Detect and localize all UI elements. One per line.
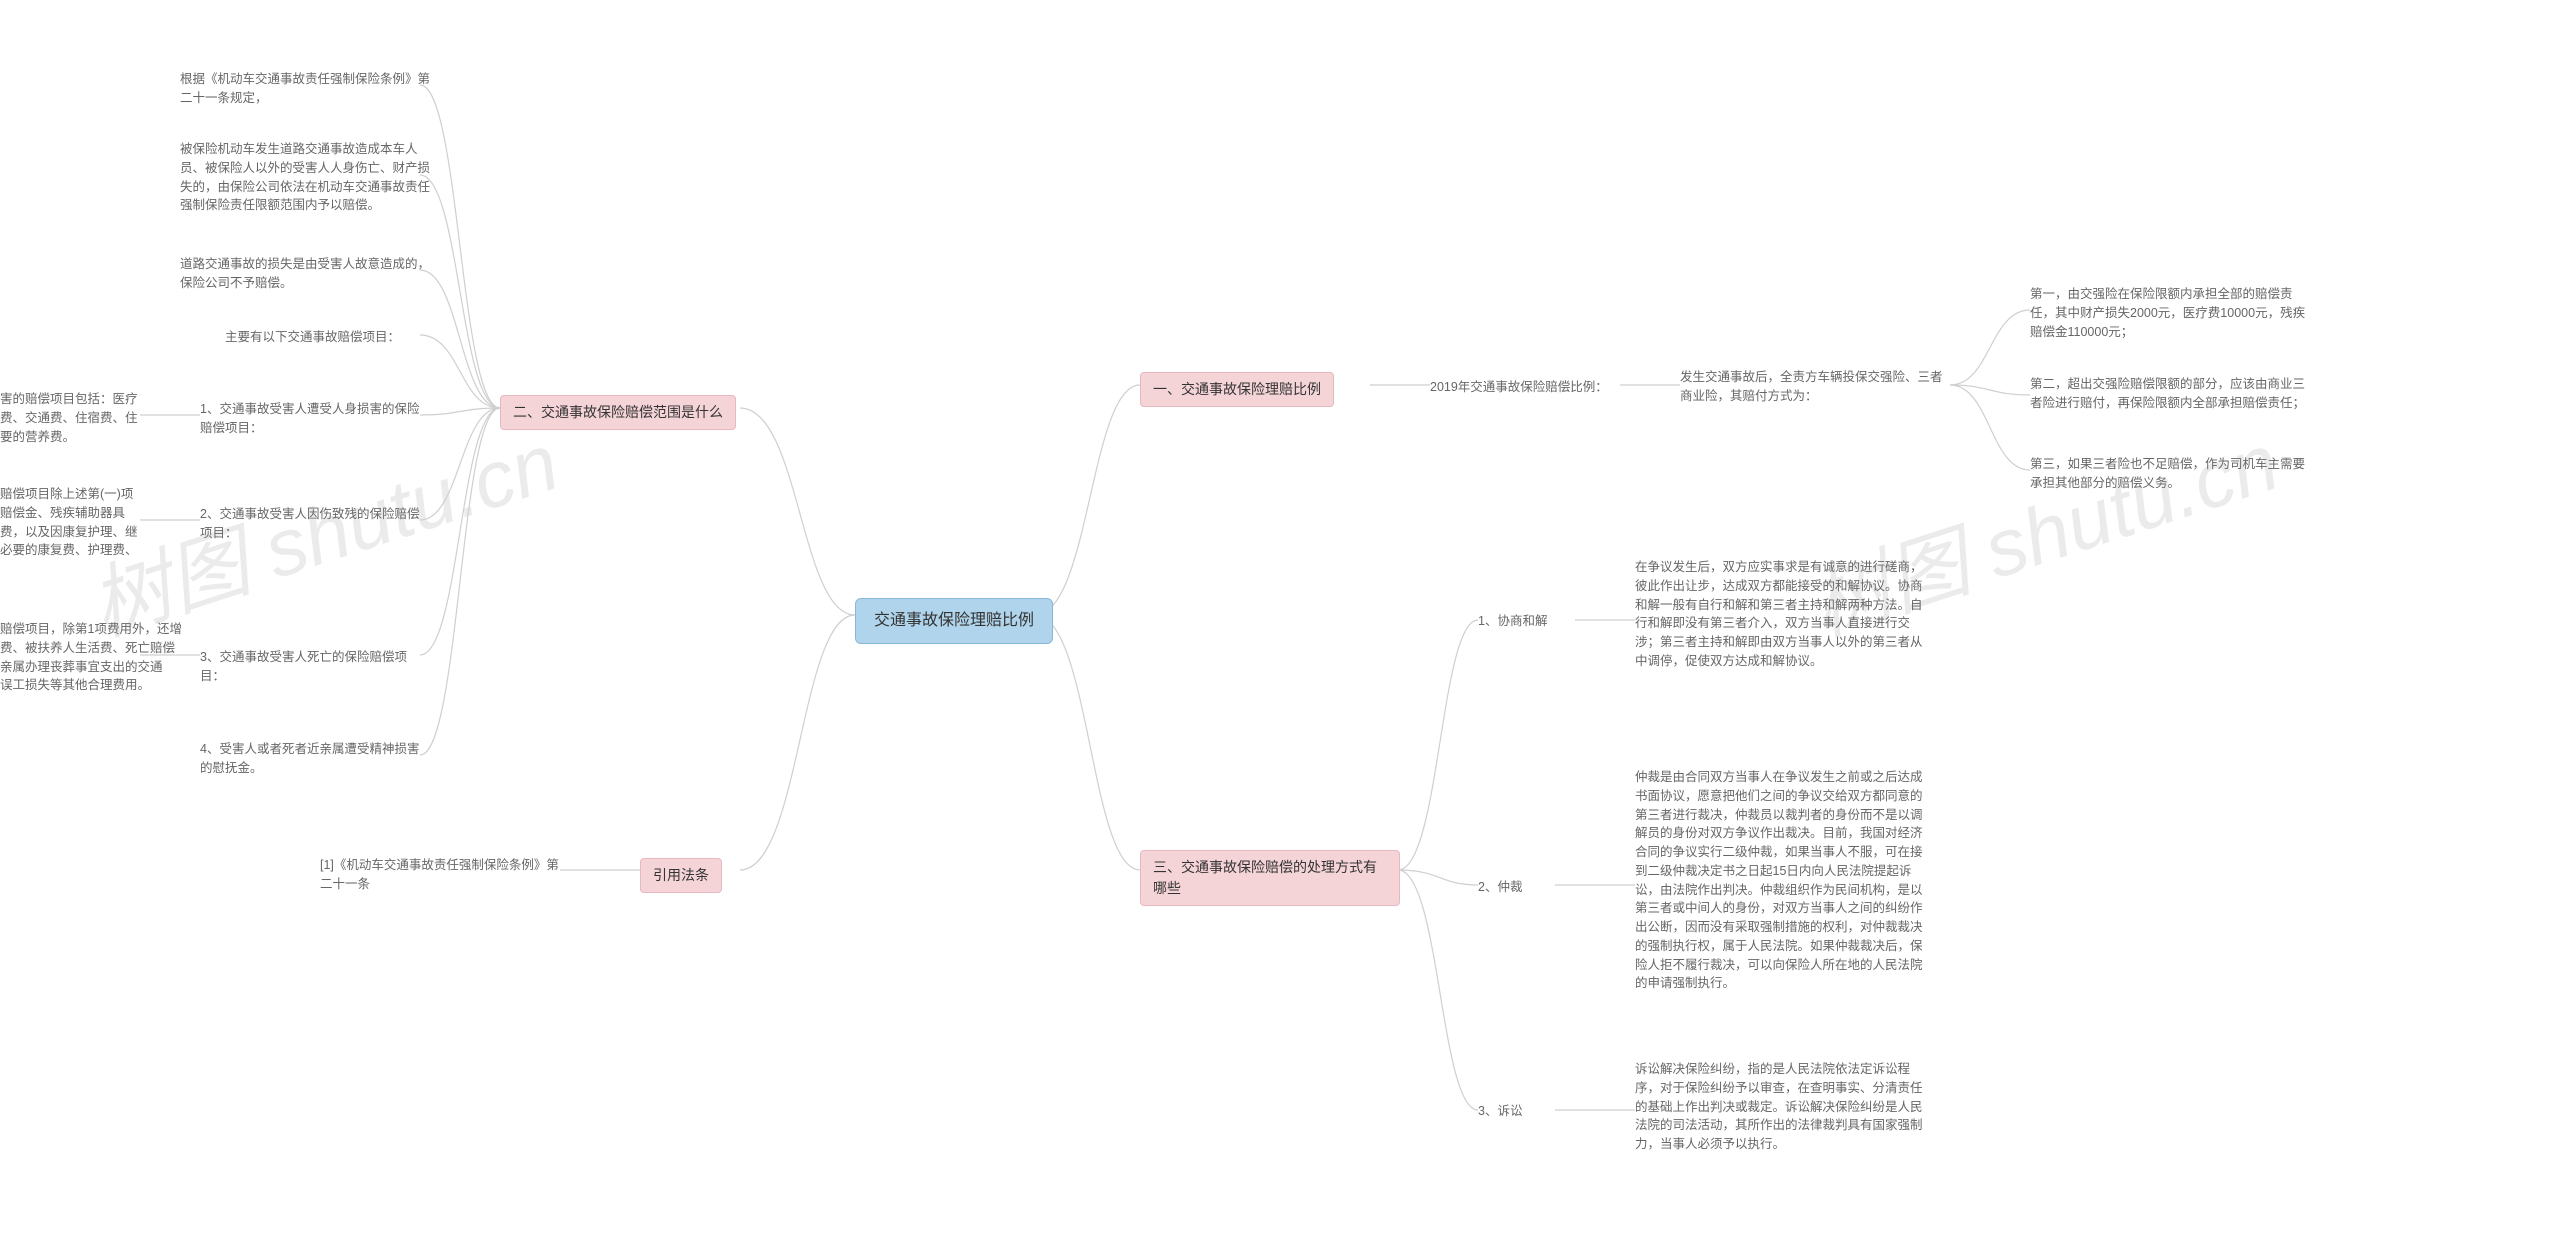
b3-k3: 3、诉讼 bbox=[1478, 1102, 1522, 1121]
b2-pre-0: 根据《机动车交通事故责任强制保险条例》第二十一条规定， bbox=[180, 70, 430, 108]
b1-mid2: 发生交通事故后，全责方车辆投保交强险、三者商业险，其赔付方式为： bbox=[1680, 368, 1950, 406]
b2-pre-1: 被保险机动车发生道路交通事故造成本车人员、被保险人以外的受害人人身伤亡、财产损失… bbox=[180, 140, 440, 215]
b3-v2: 仲裁是由合同双方当事人在争议发生之前或之后达成书面协议，愿意把他们之间的争议交给… bbox=[1635, 768, 1925, 993]
b2-v1: 受害人遭受人身损害的赔偿项目包括：医疗费、误工费、护理费、交通费、住宿费、住院伙… bbox=[0, 390, 145, 446]
branch-three[interactable]: 三、交通事故保险赔偿的处理方式有哪些 bbox=[1140, 850, 1400, 906]
b2-k4: 4、受害人或者死者近亲属遭受精神损害的慰抚金。 bbox=[200, 740, 430, 778]
b1-leaf-3: 第三，如果三者险也不足赔偿，作为司机车主需要承担其他部分的赔偿义务。 bbox=[2030, 455, 2310, 493]
b1-leaf-1: 第一，由交强险在保险限额内承担全部的赔偿责任，其中财产损失2000元，医疗费10… bbox=[2030, 285, 2310, 341]
b2-pre-3: 主要有以下交通事故赔偿项目： bbox=[225, 328, 400, 347]
b2-pre-2: 道路交通事故的损失是由受害人故意造成的，保险公司不予赔偿。 bbox=[180, 255, 430, 293]
b3-v3: 诉讼解决保险纠纷，指的是人民法院依法定诉讼程序，对于保险纠纷予以审查，在查明事实… bbox=[1635, 1060, 1925, 1154]
b2-k3: 3、交通事故受害人死亡的保险赔偿项目： bbox=[200, 648, 430, 686]
branch-one[interactable]: 一、交通事故保险理赔比例 bbox=[1140, 372, 1334, 407]
b2-v2: 受害人因伤致残的赔偿项目除上述第(一)项外，还增加：残疾赔偿金、残疾辅助器具费、… bbox=[0, 485, 145, 579]
b3-v1: 在争议发生后，双方应实事求是有诚意的进行磋商，彼此作出让步，达成双方都能接受的和… bbox=[1635, 558, 1925, 671]
branch-cite[interactable]: 引用法条 bbox=[640, 858, 722, 893]
b3-k2: 2、仲裁 bbox=[1478, 878, 1522, 897]
b4-leaf: [1]《机动车交通事故责任强制保险条例》第二十一条 bbox=[320, 856, 570, 894]
branch-two[interactable]: 二、交通事故保险赔偿范围是什么 bbox=[500, 395, 736, 430]
b2-k1: 1、交通事故受害人遭受人身损害的保险赔偿项目： bbox=[200, 400, 430, 438]
root-node[interactable]: 交通事故保险理赔比例 bbox=[855, 598, 1053, 644]
b2-k2: 2、交通事故受害人因伤致残的保险赔偿项目： bbox=[200, 505, 430, 543]
b1-mid: 2019年交通事故保险赔偿比例： bbox=[1430, 378, 1608, 397]
b2-v3: 受害人死亡的赔偿项目，除第1项费用外，还增加：赔偿丧葬费、被扶养人生活费、死亡赔… bbox=[0, 620, 185, 695]
b3-k1: 1、协商和解 bbox=[1478, 612, 1547, 631]
b1-leaf-2: 第二，超出交强险赔偿限额的部分，应该由商业三者险进行赔付，再保险限额内全部承担赔… bbox=[2030, 375, 2310, 413]
